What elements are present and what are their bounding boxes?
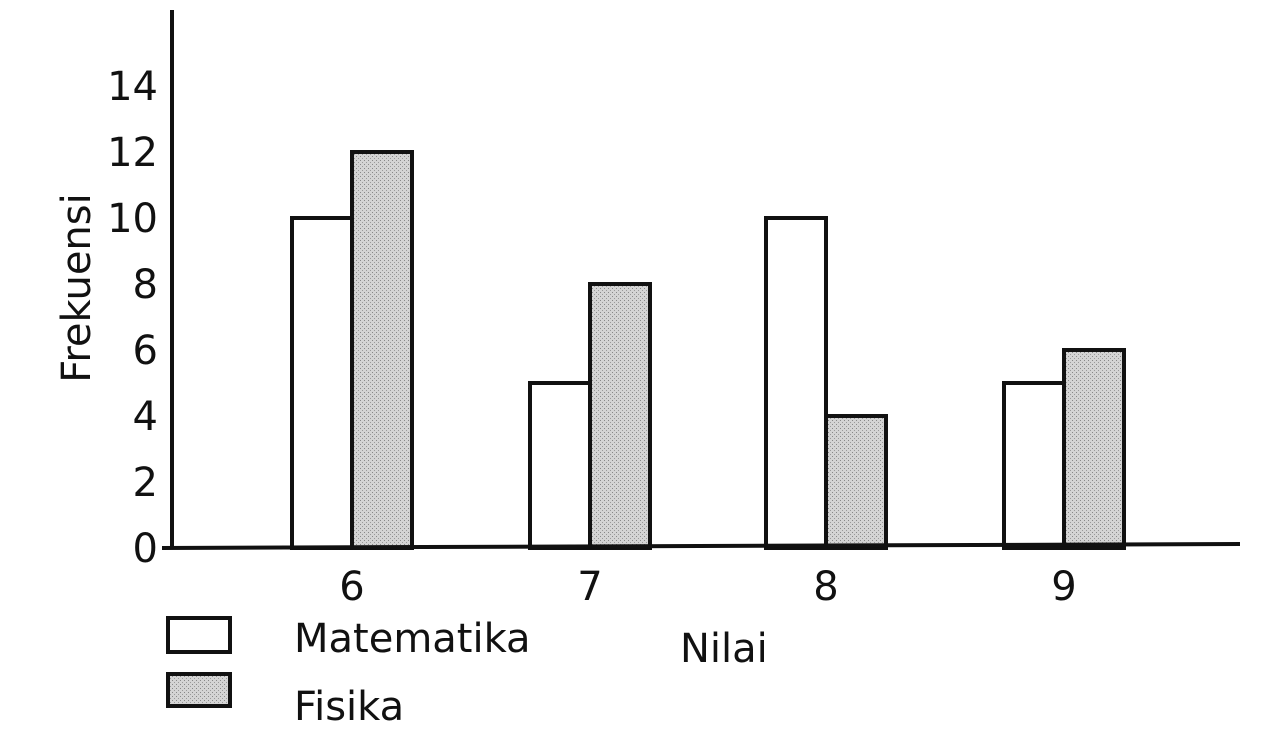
legend-label-fisika: Fisika (294, 684, 404, 730)
x-tick-label: 6 (339, 564, 364, 610)
legend-label-matematika: Matematika (294, 616, 531, 662)
bars-group (290, 150, 1126, 550)
legend-swatch-fisika (166, 672, 232, 708)
y-tick-label: 4 (133, 394, 158, 440)
y-tick-label: 14 (107, 64, 158, 110)
bar-fisika-9 (1062, 348, 1126, 550)
bar-matematika-6 (290, 216, 354, 550)
bar-matematika-9 (1002, 381, 1066, 550)
x-axis-title: Nilai (680, 626, 768, 672)
bar-fisika-8 (824, 414, 888, 550)
bar-matematika-7 (528, 381, 592, 550)
bar-matematika-8 (764, 216, 828, 550)
x-axis-line (161, 542, 1241, 550)
bar-fisika-6 (350, 150, 414, 550)
legend: Matematika Fisika (166, 616, 531, 730)
x-tick-label: 8 (813, 564, 838, 610)
legend-swatch-matematika (166, 616, 232, 654)
y-tick-label: 10 (107, 196, 158, 242)
x-tick-label: 7 (577, 564, 602, 610)
y-tick-label: 12 (107, 130, 158, 176)
y-tick-label: 6 (133, 328, 158, 374)
bar-fisika-7 (588, 282, 652, 550)
y-tick-labels: 0 2 4 6 8 10 12 14 (107, 64, 158, 572)
x-tick-label: 9 (1051, 564, 1076, 610)
y-tick-label: 2 (133, 460, 158, 506)
y-axis-title: Frekuensi (54, 193, 100, 382)
y-tick-label: 8 (133, 262, 158, 308)
x-tick-labels: 6 7 8 9 (339, 564, 1076, 610)
y-tick-label: 0 (133, 526, 158, 572)
